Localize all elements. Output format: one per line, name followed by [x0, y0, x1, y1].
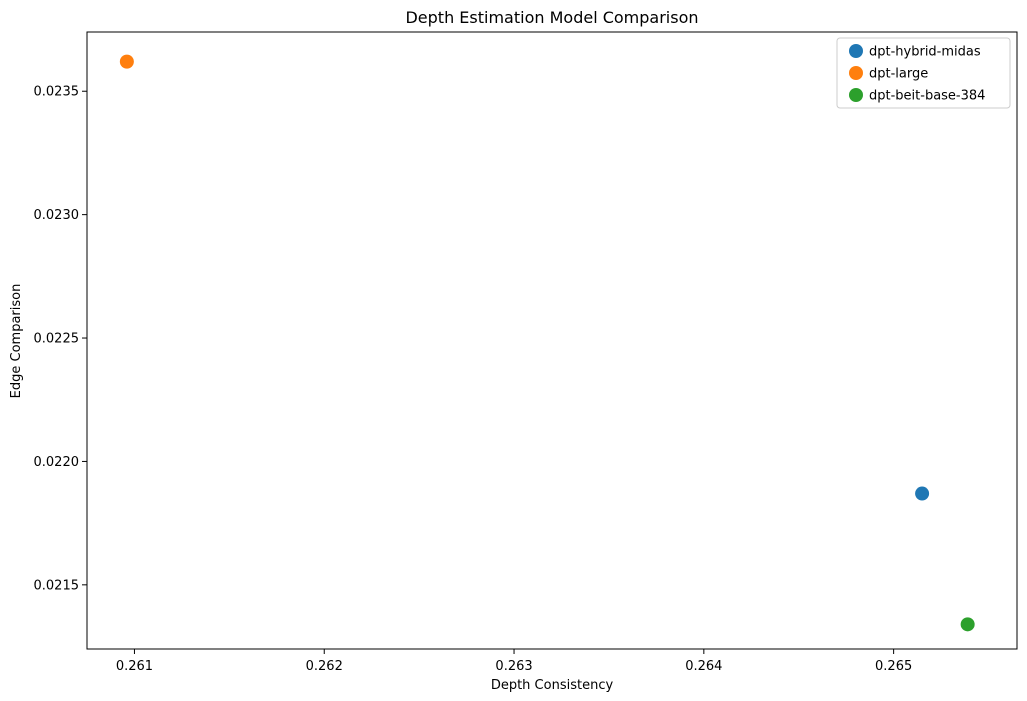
plot-frame: [86, 31, 1018, 650]
y-tick-label: 0.0225: [34, 332, 80, 347]
x-tick-label: 0.261: [116, 659, 153, 674]
chart-title: Depth Estimation Model Comparison: [405, 8, 698, 27]
x-tick-label: 0.265: [875, 659, 912, 674]
legend-frame: [836, 37, 1011, 109]
y-tick-label: 0.0230: [34, 208, 80, 223]
legend-label-dpt-large: dpt-large: [869, 67, 928, 82]
legend-label-dpt-hybrid-midas: dpt-hybrid-midas: [869, 45, 981, 60]
legend-marker-dpt-beit-base-384: [849, 88, 863, 102]
y-axis: 0.0215 0.0220 0.0225 0.0230 0.0235: [34, 85, 87, 593]
y-axis-label: Edge Comparison: [9, 284, 24, 399]
x-tick-label: 0.262: [306, 659, 343, 674]
y-tick-label: 0.0235: [34, 85, 80, 100]
x-tick-label: 0.263: [495, 659, 532, 674]
legend-marker-dpt-large: [849, 66, 863, 80]
legend-label-dpt-beit-base-384: dpt-beit-base-384: [869, 89, 985, 104]
legend-marker-dpt-hybrid-midas: [849, 44, 863, 58]
x-tick-label: 0.264: [685, 659, 722, 674]
point-dpt-beit-base-384: [960, 617, 975, 632]
point-dpt-large: [119, 54, 134, 69]
y-tick-label: 0.0220: [34, 455, 80, 470]
point-dpt-hybrid-midas: [915, 486, 930, 501]
y-tick-label: 0.0215: [34, 578, 80, 593]
x-axis-label: Depth Consistency: [491, 678, 614, 693]
x-axis: 0.261 0.262 0.263 0.264 0.265: [116, 649, 912, 674]
plot-area: [119, 54, 975, 632]
legend: dpt-hybrid-midas dpt-large dpt-beit-base-3…: [836, 37, 1011, 109]
